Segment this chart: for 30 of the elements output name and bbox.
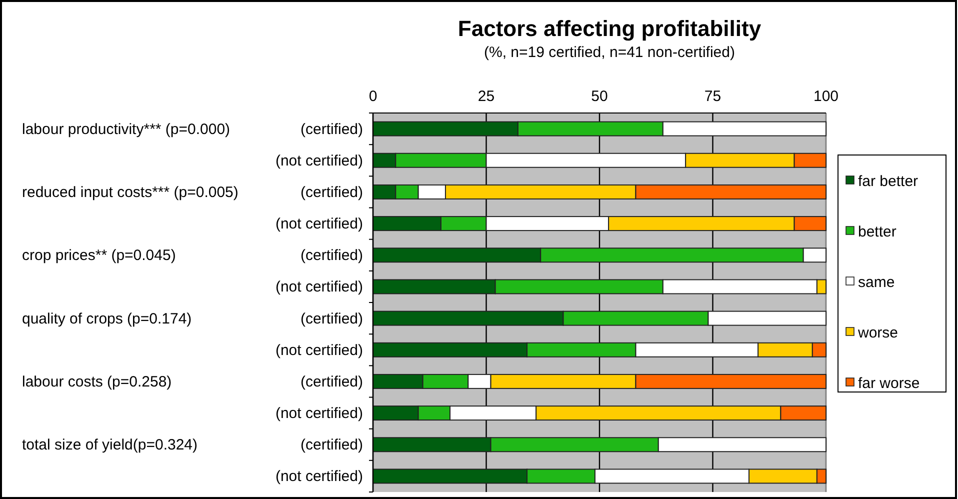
legend-label: better	[858, 224, 896, 240]
y-tick-label: (certified)	[300, 184, 363, 201]
x-tick-label: 100	[813, 88, 839, 105]
text: reduced input costs*** (p=0.005)	[22, 184, 238, 201]
y-tick-label: (not certified)	[275, 278, 363, 296]
legend-label: far worse	[858, 375, 920, 392]
x-tick-label: 0	[368, 88, 378, 105]
x-tick-label: 50	[591, 88, 608, 105]
text: labour costs (p=0.258)	[22, 373, 172, 390]
chart-subtitle: (%, n=19 certified, n=41 non-certified)	[484, 44, 735, 61]
y-tick-label: (certified)	[300, 373, 363, 390]
legend-label: worse	[857, 324, 898, 342]
text: crop prices** (p=0.045)	[22, 247, 176, 264]
y-tick-label: (certified)	[300, 310, 363, 328]
legend-label: far better	[858, 173, 918, 190]
y-tick-label: (certified)	[300, 120, 363, 138]
y-tick-label: (not certified)	[275, 468, 363, 486]
chart-title: Factors affecting profitability	[458, 16, 762, 41]
y-tick-label: (certified)	[300, 247, 363, 264]
y-tick-label: (not certified)	[275, 342, 363, 359]
x-tick-label: 75	[704, 88, 722, 105]
y-tick-label: (not certified)	[275, 216, 363, 233]
y-tick-label: (certified)	[300, 436, 363, 454]
text: quality of crops (p=0.174)	[22, 310, 192, 328]
y-tick-label: (not certified)	[275, 405, 363, 422]
text: total size of yield(p=0.324)	[22, 436, 198, 454]
text: labour productivity*** (p=0.000)	[22, 120, 230, 138]
y-tick-label: (not certified)	[275, 152, 363, 170]
legend-label: same	[858, 274, 895, 291]
x-tick-label: 25	[478, 88, 495, 105]
